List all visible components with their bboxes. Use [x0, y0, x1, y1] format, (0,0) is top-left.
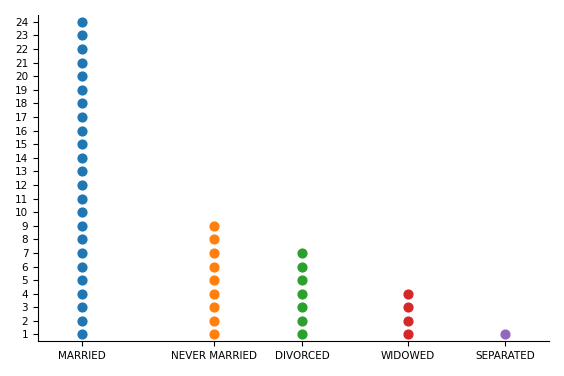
Point [298, 304, 307, 310]
Point [298, 291, 307, 297]
Point [403, 304, 412, 310]
Point [210, 291, 219, 297]
Point [77, 73, 86, 79]
Point [210, 332, 219, 338]
Point [77, 304, 86, 310]
Point [77, 19, 86, 25]
Point [500, 332, 509, 338]
Point [77, 182, 86, 188]
Point [77, 32, 86, 38]
Point [210, 223, 219, 229]
Point [77, 59, 86, 65]
Point [210, 304, 219, 310]
Point [77, 168, 86, 174]
Point [77, 209, 86, 215]
Point [298, 264, 307, 270]
Point [298, 332, 307, 338]
Point [210, 264, 219, 270]
Point [77, 196, 86, 202]
Point [77, 141, 86, 147]
Point [77, 318, 86, 324]
Point [77, 250, 86, 256]
Point [77, 291, 86, 297]
Point [77, 46, 86, 52]
Point [77, 332, 86, 338]
Point [403, 332, 412, 338]
Point [210, 318, 219, 324]
Point [77, 127, 86, 133]
Point [77, 114, 86, 120]
Point [210, 236, 219, 242]
Point [403, 318, 412, 324]
Point [77, 264, 86, 270]
Point [298, 318, 307, 324]
Point [298, 277, 307, 283]
Point [77, 100, 86, 106]
Point [298, 250, 307, 256]
Point [77, 277, 86, 283]
Point [210, 277, 219, 283]
Point [77, 223, 86, 229]
Point [77, 87, 86, 93]
Point [77, 155, 86, 161]
Point [403, 291, 412, 297]
Point [210, 250, 219, 256]
Point [77, 236, 86, 242]
